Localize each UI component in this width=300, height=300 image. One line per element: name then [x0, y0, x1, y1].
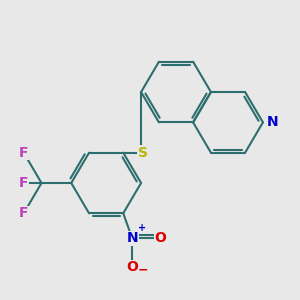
Text: S: S: [138, 146, 148, 160]
Text: O: O: [154, 231, 166, 245]
Text: F: F: [19, 206, 28, 220]
Text: $\mathbf{N}$: $\mathbf{N}$: [126, 231, 138, 245]
Text: +: +: [137, 223, 146, 233]
Text: N: N: [267, 116, 278, 129]
Text: −: −: [138, 264, 148, 277]
Text: F: F: [19, 146, 28, 160]
Text: F: F: [19, 176, 28, 190]
Text: O: O: [126, 260, 138, 274]
